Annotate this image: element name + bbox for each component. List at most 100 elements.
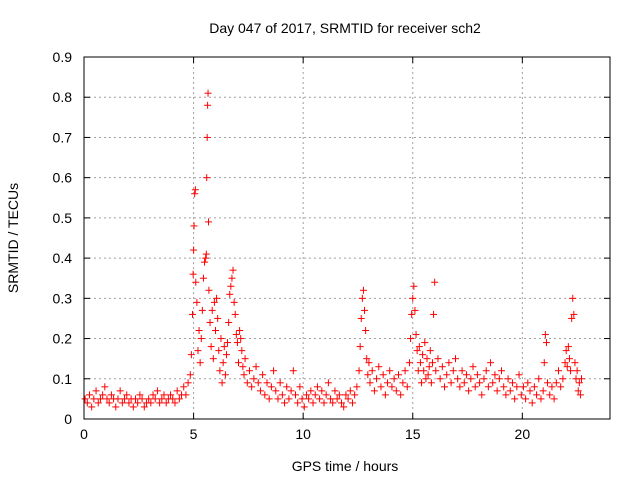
y-axis-label: SRMTID / TECUs xyxy=(5,183,21,293)
x-tick-label: 15 xyxy=(405,426,421,442)
data-point xyxy=(373,375,381,383)
data-point xyxy=(233,339,241,347)
data-point xyxy=(114,395,122,403)
data-point xyxy=(291,391,299,399)
data-point xyxy=(511,395,519,403)
data-point xyxy=(418,379,426,387)
data-points xyxy=(81,89,586,411)
data-point xyxy=(224,339,232,347)
data-point xyxy=(219,359,227,367)
data-point xyxy=(190,246,198,254)
y-tick-label: 0.8 xyxy=(53,89,73,105)
data-point xyxy=(209,355,217,363)
data-point xyxy=(225,318,233,326)
axis-ticks: 0 0.1 0.2 0.3 0.4 0.5 0.6 0.7 0.8 0.9 0 5 10 15 20 xyxy=(53,49,610,442)
data-point xyxy=(361,306,369,314)
data-point xyxy=(550,395,558,403)
data-point xyxy=(90,395,98,403)
data-point xyxy=(289,367,297,375)
data-point xyxy=(390,375,398,383)
data-point xyxy=(565,355,573,363)
data-point xyxy=(508,379,516,387)
data-point xyxy=(335,391,343,399)
data-point xyxy=(81,395,89,403)
data-point xyxy=(318,387,326,395)
data-point xyxy=(524,379,532,387)
data-point xyxy=(254,379,262,387)
data-point xyxy=(140,403,148,411)
data-point xyxy=(184,379,192,387)
data-point xyxy=(191,186,199,194)
data-point xyxy=(541,331,549,339)
data-point xyxy=(192,278,200,286)
data-point xyxy=(399,379,407,387)
data-point xyxy=(434,355,442,363)
data-point xyxy=(162,399,170,407)
data-point xyxy=(305,395,313,403)
data-point xyxy=(296,383,304,391)
data-point xyxy=(544,379,552,387)
data-point xyxy=(346,387,354,395)
data-point xyxy=(573,367,581,375)
data-point xyxy=(171,399,179,407)
data-point xyxy=(136,391,144,399)
data-point xyxy=(559,375,567,383)
data-point xyxy=(125,399,133,407)
data-point xyxy=(578,375,586,383)
y-tick-label: 0.1 xyxy=(53,371,73,387)
data-point xyxy=(447,379,455,387)
data-point xyxy=(530,383,538,391)
data-point xyxy=(445,359,453,367)
data-point xyxy=(259,371,267,379)
data-point xyxy=(216,367,224,375)
data-point xyxy=(386,367,394,375)
data-point xyxy=(348,399,356,407)
data-point xyxy=(430,310,438,318)
data-point xyxy=(568,314,576,322)
data-point xyxy=(198,306,206,314)
data-point xyxy=(197,335,205,343)
data-point xyxy=(411,306,419,314)
data-point xyxy=(230,298,238,306)
data-point xyxy=(194,347,202,355)
data-point xyxy=(118,399,126,407)
data-point xyxy=(476,379,484,387)
data-point xyxy=(132,395,140,403)
data-point xyxy=(368,367,376,375)
data-point xyxy=(220,343,228,351)
data-point xyxy=(138,395,146,403)
data-point xyxy=(287,387,295,395)
data-point xyxy=(309,399,317,407)
data-point xyxy=(237,335,245,343)
data-point xyxy=(489,379,497,387)
data-point xyxy=(513,383,521,391)
data-point xyxy=(495,375,503,383)
data-point xyxy=(207,343,215,351)
data-point xyxy=(153,387,161,395)
data-point xyxy=(203,133,211,141)
data-point xyxy=(539,387,547,395)
data-point xyxy=(364,371,372,379)
data-point xyxy=(96,395,104,403)
data-point xyxy=(471,383,479,391)
data-point xyxy=(333,395,341,403)
data-point xyxy=(428,359,436,367)
data-point xyxy=(395,371,403,379)
data-point xyxy=(405,359,413,367)
data-point xyxy=(500,383,508,391)
data-point xyxy=(99,391,107,399)
x-axis-label: GPS time / hours xyxy=(292,458,399,474)
data-point xyxy=(456,383,464,391)
data-point xyxy=(557,383,565,391)
data-point xyxy=(537,395,545,403)
data-point xyxy=(199,274,207,282)
y-tick-label: 0.4 xyxy=(53,250,73,266)
x-tick-label: 5 xyxy=(190,426,198,442)
data-point xyxy=(517,391,525,399)
data-point xyxy=(422,375,430,383)
data-point xyxy=(123,391,131,399)
data-point xyxy=(243,379,251,387)
data-point xyxy=(187,351,195,359)
data-point xyxy=(554,367,562,375)
data-point xyxy=(355,367,363,375)
